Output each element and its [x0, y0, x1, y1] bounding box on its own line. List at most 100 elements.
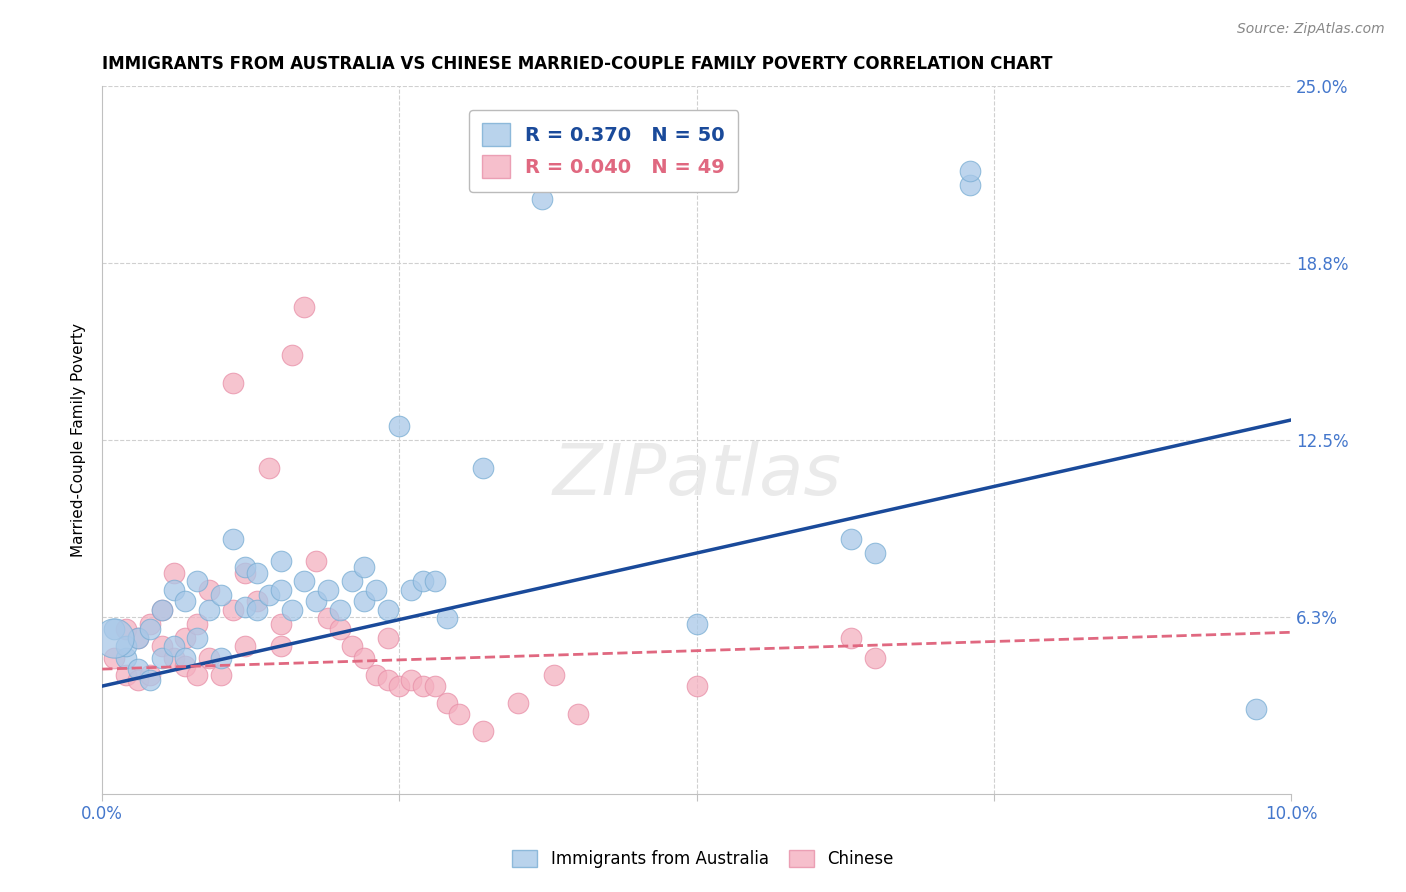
Point — [401, 673, 423, 688]
Point — [412, 679, 434, 693]
Point — [209, 667, 232, 681]
Point — [150, 602, 173, 616]
Point — [198, 582, 221, 597]
Point — [233, 566, 256, 580]
Point — [115, 640, 138, 654]
Text: ZIPatlas: ZIPatlas — [553, 441, 841, 509]
Point — [436, 696, 458, 710]
Point — [270, 640, 292, 654]
Point — [1244, 702, 1267, 716]
Point — [436, 611, 458, 625]
Point — [222, 532, 245, 546]
Point — [150, 650, 173, 665]
Point — [959, 163, 981, 178]
Point — [841, 631, 863, 645]
Point — [222, 376, 245, 390]
Point — [186, 667, 208, 681]
Point — [186, 616, 208, 631]
Point — [329, 623, 352, 637]
Point — [281, 348, 304, 362]
Point — [292, 300, 315, 314]
Point — [531, 192, 554, 206]
Point — [340, 640, 363, 654]
Point — [233, 560, 256, 574]
Point — [316, 582, 339, 597]
Point — [353, 594, 375, 608]
Point — [353, 560, 375, 574]
Point — [186, 631, 208, 645]
Point — [959, 178, 981, 192]
Point — [388, 679, 411, 693]
Point — [139, 667, 162, 681]
Point — [412, 574, 434, 589]
Point — [329, 602, 352, 616]
Point — [388, 418, 411, 433]
Point — [841, 532, 863, 546]
Point — [174, 594, 197, 608]
Point — [567, 707, 589, 722]
Point — [198, 602, 221, 616]
Point — [471, 461, 494, 475]
Point — [150, 602, 173, 616]
Point — [270, 582, 292, 597]
Point — [246, 566, 269, 580]
Legend: Immigrants from Australia, Chinese: Immigrants from Australia, Chinese — [506, 843, 900, 875]
Point — [162, 640, 184, 654]
Point — [863, 546, 886, 560]
Point — [471, 724, 494, 739]
Point — [257, 589, 280, 603]
Point — [139, 623, 162, 637]
Point — [139, 616, 162, 631]
Point — [377, 673, 399, 688]
Point — [127, 631, 149, 645]
Point — [139, 673, 162, 688]
Point — [115, 623, 138, 637]
Point — [425, 679, 447, 693]
Point — [186, 574, 208, 589]
Point — [447, 707, 470, 722]
Text: IMMIGRANTS FROM AUSTRALIA VS CHINESE MARRIED-COUPLE FAMILY POVERTY CORRELATION C: IMMIGRANTS FROM AUSTRALIA VS CHINESE MAR… — [103, 55, 1053, 73]
Point — [115, 650, 138, 665]
Point — [316, 611, 339, 625]
Point — [127, 673, 149, 688]
Point — [292, 574, 315, 589]
Point — [174, 650, 197, 665]
Point — [103, 623, 125, 637]
Point — [103, 650, 125, 665]
Point — [127, 631, 149, 645]
Point — [115, 667, 138, 681]
Point — [401, 582, 423, 597]
Point — [270, 616, 292, 631]
Point — [103, 631, 125, 645]
Point — [305, 594, 328, 608]
Point — [246, 602, 269, 616]
Point — [281, 602, 304, 616]
Legend: R = 0.370   N = 50, R = 0.040   N = 49: R = 0.370 N = 50, R = 0.040 N = 49 — [468, 110, 738, 192]
Text: Source: ZipAtlas.com: Source: ZipAtlas.com — [1237, 22, 1385, 37]
Point — [364, 667, 387, 681]
Point — [686, 679, 709, 693]
Point — [162, 566, 184, 580]
Point — [543, 163, 565, 178]
Point — [508, 696, 530, 710]
Point — [209, 589, 232, 603]
Point — [174, 631, 197, 645]
Point — [162, 650, 184, 665]
Point — [543, 667, 565, 681]
Point — [377, 602, 399, 616]
Point — [209, 650, 232, 665]
Point — [340, 574, 363, 589]
Point — [246, 594, 269, 608]
Point — [863, 650, 886, 665]
Point — [377, 631, 399, 645]
Point — [364, 582, 387, 597]
Point — [127, 662, 149, 676]
Point — [270, 554, 292, 568]
Point — [257, 461, 280, 475]
Point — [686, 616, 709, 631]
Point — [198, 650, 221, 665]
Point — [222, 602, 245, 616]
Point — [305, 554, 328, 568]
Point — [174, 659, 197, 673]
Point — [150, 640, 173, 654]
